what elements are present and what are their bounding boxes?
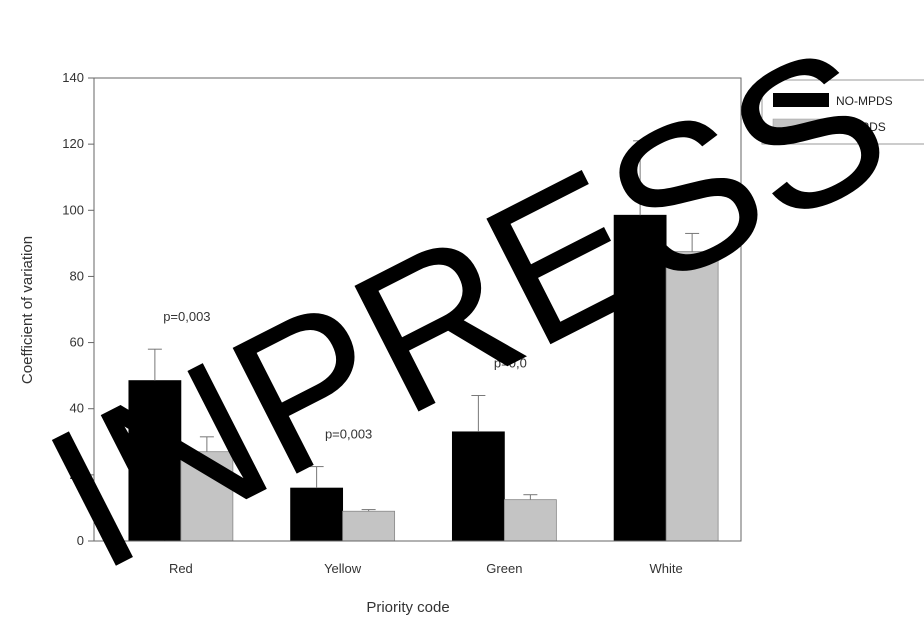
legend-label-w-mpds: W-MPDS [836,120,886,134]
p-value-annotation: p=0,003 [163,309,210,324]
y-axis: 0 20 40 60 80 100 120 140 [62,70,94,548]
annotations: p=0,003 p=0,003 p=0,0 [163,309,527,441]
x-axis: Red Yellow Green White [169,561,683,576]
legend-swatch-w-mpds [772,118,830,134]
bar-w-mpds-green [503,499,557,542]
bar-no-mpds-green [451,431,505,542]
bar-w-mpds-white [665,251,719,542]
y-tick-label: 80 [70,268,84,283]
x-tick-label: Yellow [324,561,362,576]
y-tick-label: 100 [62,202,84,217]
plot-frame [93,77,742,542]
x-tick-label: Red [169,561,193,576]
bar-w-mpds-yellow [342,510,396,542]
x-tick-label: Green [486,561,522,576]
error-bars [147,140,700,512]
y-tick-label: 120 [62,136,84,151]
y-tick-label: 140 [62,70,84,85]
legend-box [761,79,924,145]
legend: NO-MPDS W-MPDS [761,79,924,145]
x-tick-label: White [650,561,683,576]
p-value-annotation: p=0,0 [494,355,527,370]
y-tick-label: 40 [70,401,84,416]
x-axis-title: Priority code [366,599,449,616]
bar-w-mpds-red [180,451,234,542]
bars [128,214,719,542]
p-value-annotation: p=0,003 [325,427,372,442]
legend-label-no-mpds: NO-MPDS [836,94,893,108]
y-tick-label: 20 [70,467,84,482]
y-tick-label: 60 [70,335,84,350]
y-tick-label: 0 [77,533,84,548]
y-axis-title: Coefficient of variation [19,236,36,384]
legend-swatch-no-mpds [773,93,829,107]
